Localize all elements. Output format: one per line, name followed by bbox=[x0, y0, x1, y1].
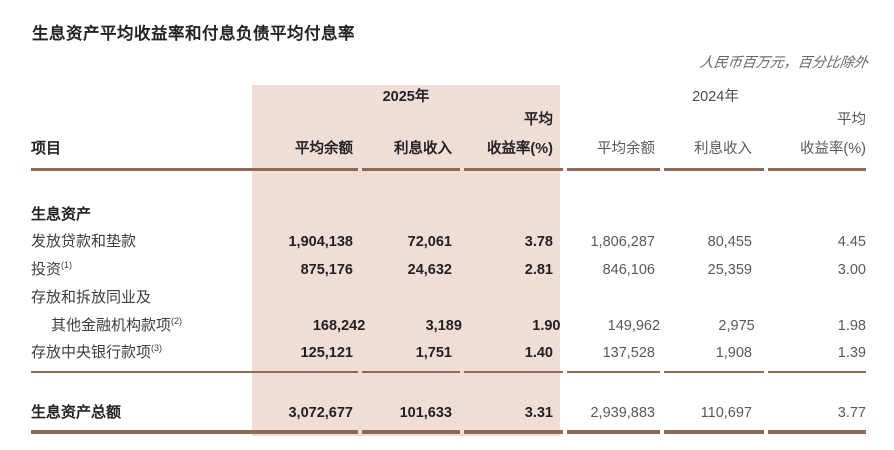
column-header-row: 项目 平均余额 利息收入 收益率(%) 平均余额 利息收入 收益率(%) bbox=[31, 135, 866, 163]
spacer bbox=[655, 106, 752, 134]
table-row: 发放贷款和垫款 1,904,138 72,061 3.78 1,806,287 … bbox=[31, 228, 866, 256]
row-label-text: 存放中央银行款项 bbox=[31, 344, 152, 361]
value-cell: 24,632 bbox=[407, 262, 452, 278]
value-cell: 101,633 bbox=[399, 405, 452, 421]
value-cell: 2,975 bbox=[718, 318, 755, 334]
total-bottom-rule bbox=[31, 430, 866, 434]
value-cell: 2.81 bbox=[524, 262, 553, 278]
value-cell: 1,751 bbox=[415, 345, 452, 361]
value-cell: 1,806,287 bbox=[590, 234, 655, 250]
spacer bbox=[353, 106, 452, 134]
footnote-marker: (2) bbox=[171, 316, 183, 326]
value-cell: 875,176 bbox=[300, 262, 353, 278]
item-header: 项目 bbox=[31, 140, 62, 157]
value-cell: 3,189 bbox=[425, 318, 462, 334]
table-row: 投资(1) 875,176 24,632 2.81 846,106 25,359… bbox=[31, 256, 866, 284]
value-cell: 2,939,883 bbox=[590, 405, 655, 421]
value-cell: 72,061 bbox=[407, 234, 452, 250]
table-row: 存放和拆放同业及 bbox=[31, 284, 866, 312]
value-cell: 3.31 bbox=[524, 405, 553, 421]
unit-note-text: 人民币百万元，百分比除外 bbox=[698, 54, 870, 70]
value-cell: 3,072,677 bbox=[288, 405, 353, 421]
avg-upper-2024: 平均 bbox=[837, 112, 866, 128]
total-row: 生息资产总额 3,072,677 101,633 3.31 2,939,883 … bbox=[31, 399, 866, 427]
value-cell: 125,121 bbox=[300, 345, 353, 361]
highlight-2025-band bbox=[252, 85, 560, 436]
unit-note: 人民币百万元，百分比除外 bbox=[698, 52, 870, 72]
value-cell: 1.90 bbox=[532, 318, 561, 334]
row-label-text: 存放和拆放同业及 bbox=[31, 289, 152, 306]
row-label: 投资(1) bbox=[31, 256, 248, 284]
col-header-2024-yield: 收益率(%) bbox=[799, 141, 866, 157]
value-cell: 1.40 bbox=[524, 345, 553, 361]
value-cell: 3.77 bbox=[837, 405, 866, 421]
section-header: 生息资产 bbox=[31, 206, 92, 223]
spacer bbox=[31, 106, 248, 134]
row-label: 存放和拆放同业及 bbox=[31, 284, 248, 312]
value-cell: 1.39 bbox=[837, 345, 866, 361]
value-cell: 1,904,138 bbox=[288, 234, 353, 250]
value-cell: 168,242 bbox=[312, 318, 366, 334]
value-cell: 110,697 bbox=[700, 405, 752, 421]
year-header-2025: 2025年 bbox=[382, 89, 430, 105]
row-label-text: 发放贷款和垫款 bbox=[31, 233, 137, 250]
total-top-rule bbox=[31, 371, 866, 373]
value-cell: 80,455 bbox=[707, 234, 752, 250]
avg-upper-2025: 平均 bbox=[524, 112, 553, 128]
value-cell: 1,908 bbox=[715, 345, 752, 361]
footnote-marker: (1) bbox=[61, 260, 73, 270]
col-header-2025-interest-income: 利息收入 bbox=[394, 141, 452, 157]
spacer bbox=[248, 106, 353, 134]
footnote-marker: (3) bbox=[151, 343, 163, 353]
row-label: 发放贷款和垫款 bbox=[31, 228, 248, 256]
avg-label-row: 平均 平均 bbox=[31, 106, 866, 134]
value-cell: 4.45 bbox=[837, 234, 866, 250]
col-header-2025-yield: 收益率(%) bbox=[486, 141, 553, 157]
page-title: 生息资产平均收益率和付息负债平均付息率 bbox=[32, 25, 355, 43]
row-label: 存放中央银行款项(3) bbox=[31, 339, 248, 367]
col-header-2024-avg-balance: 平均余额 bbox=[597, 141, 655, 157]
value-cell: 149,962 bbox=[607, 318, 661, 334]
table-row: 其他金融机构款项(2) 168,242 3,189 1.90 149,962 2… bbox=[31, 312, 866, 340]
header-rule bbox=[31, 168, 866, 171]
col-header-2024-interest-income: 利息收入 bbox=[694, 141, 752, 157]
value-cell: 3.00 bbox=[837, 262, 866, 278]
total-label: 生息资产总额 bbox=[31, 404, 122, 421]
spacer bbox=[553, 106, 655, 134]
row-label: 其他金融机构款项(2) bbox=[31, 312, 263, 340]
col-header-2025-avg-balance: 平均余额 bbox=[295, 141, 353, 157]
value-cell: 137,528 bbox=[602, 345, 655, 361]
table-row: 存放中央银行款项(3) 125,121 1,751 1.40 137,528 1… bbox=[31, 339, 866, 367]
section-header-row: 生息资产 bbox=[31, 201, 866, 229]
value-cell: 846,106 bbox=[602, 262, 655, 278]
value-cell: 3.78 bbox=[524, 234, 553, 250]
year-header-2024: 2024年 bbox=[692, 89, 739, 105]
value-cell: 25,359 bbox=[707, 262, 752, 278]
row-label-text: 其他金融机构款项 bbox=[51, 317, 172, 334]
value-cell: 1.98 bbox=[837, 318, 866, 334]
row-label-text: 投资 bbox=[31, 261, 62, 278]
